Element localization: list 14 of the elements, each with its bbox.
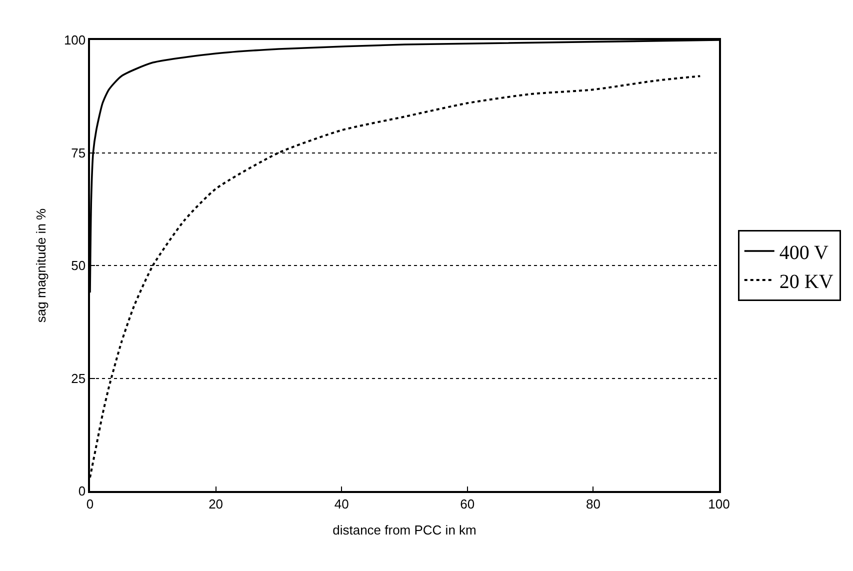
x-tick-label: 100 — [708, 496, 730, 512]
x-tick-label: 80 — [586, 496, 600, 512]
legend-label: 20 KV — [779, 270, 834, 293]
x-axis-title: distance from PCC in km — [332, 522, 476, 538]
x-tick-label: 20 — [208, 496, 224, 512]
x-tick-label: 40 — [334, 496, 349, 512]
x-tick-label: 60 — [460, 496, 475, 512]
legend-label: 400 V — [779, 242, 830, 264]
y-tick-label: 25 — [71, 370, 86, 386]
y-tick-label: 0 — [78, 484, 86, 499]
y-axis-title: sag magnitude in % — [33, 208, 48, 323]
y-tick-label: 75 — [71, 145, 86, 160]
y-tick-label: 50 — [71, 258, 86, 274]
y-tick-label: 100 — [64, 32, 86, 48]
